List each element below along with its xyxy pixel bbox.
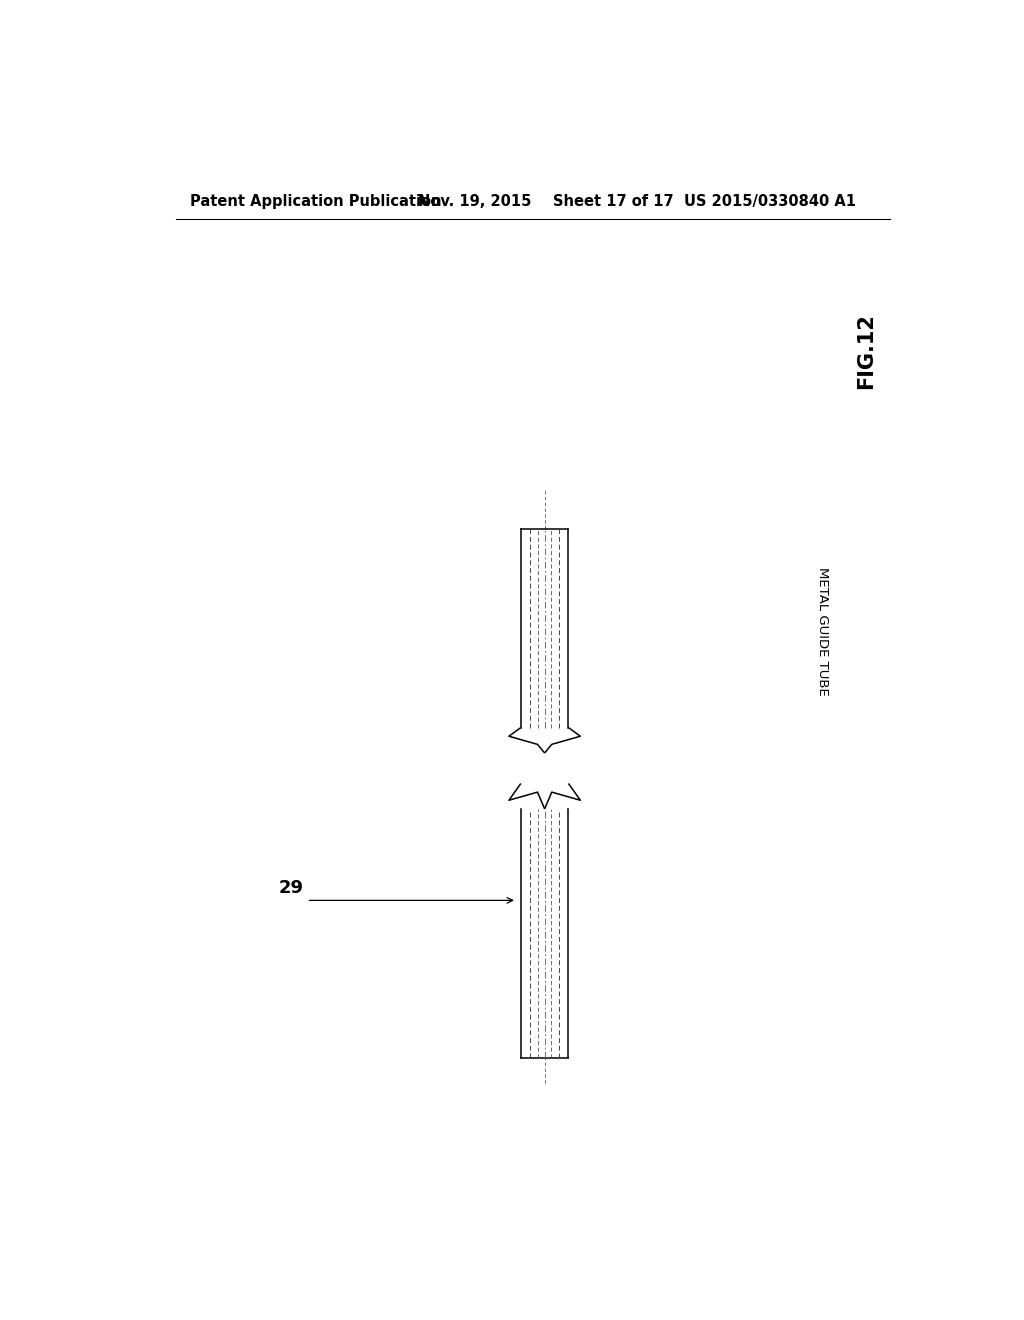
Text: US 2015/0330840 A1: US 2015/0330840 A1 <box>684 194 855 209</box>
Text: FIG.12: FIG.12 <box>856 314 877 389</box>
Text: Patent Application Publication: Patent Application Publication <box>189 194 441 209</box>
Text: METAL GUIDE TUBE: METAL GUIDE TUBE <box>816 566 828 696</box>
Text: Sheet 17 of 17: Sheet 17 of 17 <box>553 194 673 209</box>
Text: 29: 29 <box>279 879 304 898</box>
Text: Nov. 19, 2015: Nov. 19, 2015 <box>418 194 531 209</box>
